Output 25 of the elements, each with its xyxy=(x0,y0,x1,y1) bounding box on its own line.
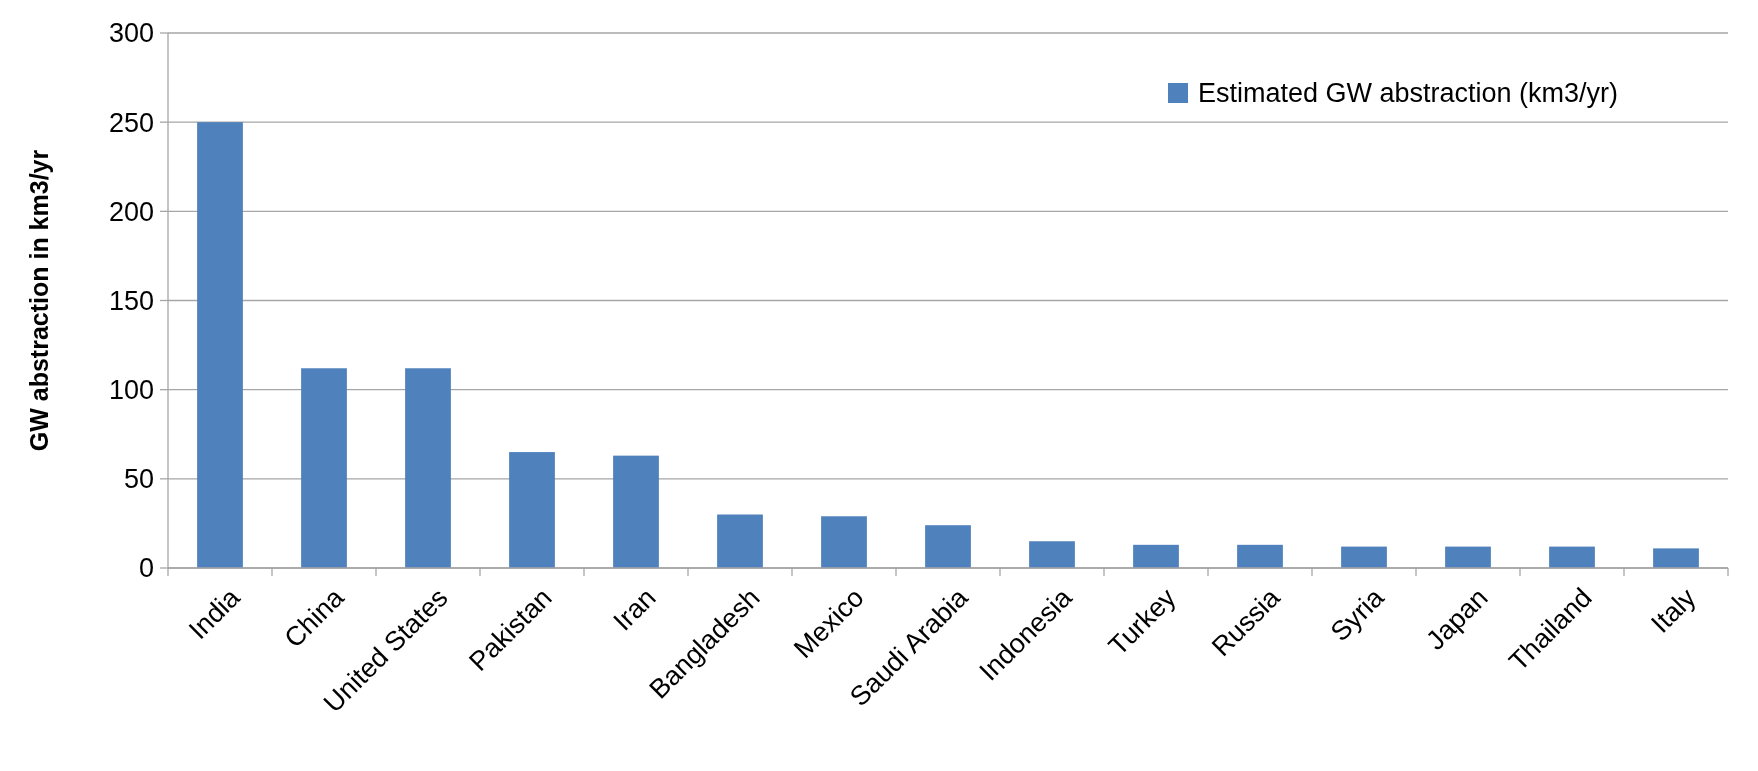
y-tick-label: 150 xyxy=(108,285,154,316)
bar xyxy=(717,514,763,568)
y-tick-label: 200 xyxy=(108,196,154,227)
bar xyxy=(509,452,555,568)
y-tick-label: 0 xyxy=(138,553,154,584)
y-axis-title: GW abstraction in km3/yr xyxy=(25,149,53,452)
bar xyxy=(821,516,867,568)
bar xyxy=(1133,544,1179,568)
y-tick-label: 100 xyxy=(108,375,154,406)
bar xyxy=(1029,541,1075,568)
bar xyxy=(301,368,347,568)
y-tick-label: 50 xyxy=(123,464,154,495)
bar xyxy=(1549,546,1595,568)
y-tick-label: 250 xyxy=(108,107,154,138)
legend-label: Estimated GW abstraction (km3/yr) xyxy=(1198,78,1619,109)
bar xyxy=(1237,544,1283,568)
bar xyxy=(1341,546,1387,568)
bar xyxy=(197,122,243,568)
bar xyxy=(613,455,659,568)
y-tick-label: 300 xyxy=(108,18,154,49)
x-tick-label: Italy xyxy=(1645,582,1702,639)
bar xyxy=(1653,548,1699,568)
bar xyxy=(1445,546,1491,568)
bar xyxy=(405,368,451,568)
bar xyxy=(925,525,971,568)
